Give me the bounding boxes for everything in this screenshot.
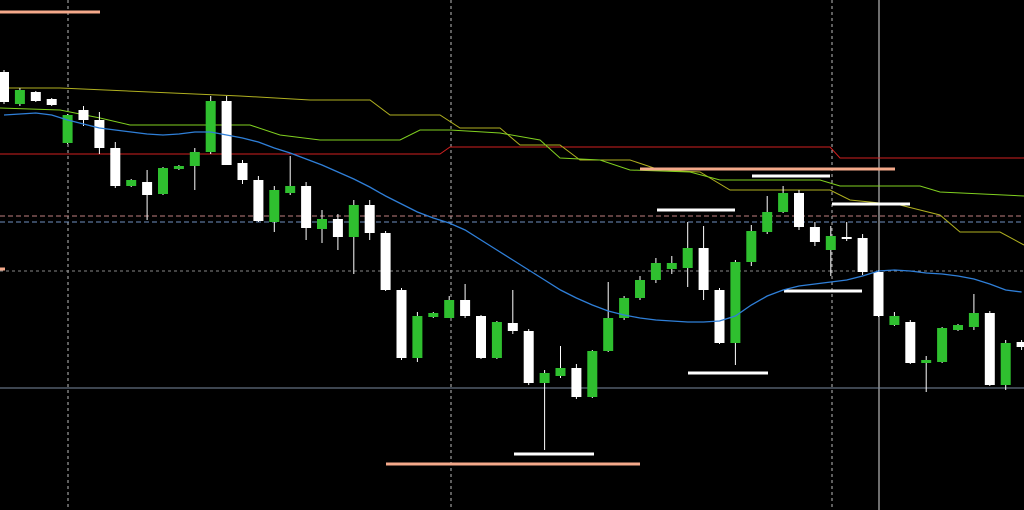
candle-body <box>809 227 820 242</box>
candle-body <box>921 360 932 363</box>
moving-average <box>3 112 1022 323</box>
candle-body <box>285 186 296 193</box>
candle-body <box>94 120 105 148</box>
candle-body <box>0 72 9 102</box>
candle-body <box>444 300 455 318</box>
candle-body <box>968 313 979 327</box>
indicator-line <box>0 146 1024 159</box>
candle-body <box>189 152 200 166</box>
candle-body <box>603 318 614 351</box>
candle-body <box>476 316 486 358</box>
candle-body <box>555 368 566 376</box>
candle-body <box>889 316 900 325</box>
candle-body <box>221 101 232 165</box>
candle-body <box>873 272 884 316</box>
candle-body <box>746 231 757 262</box>
candle-body <box>857 238 868 272</box>
candle-body <box>62 115 73 143</box>
candle-body <box>348 205 359 237</box>
candle-body <box>269 190 280 222</box>
candle-body <box>110 148 121 186</box>
candle-body <box>142 182 153 195</box>
candle-body <box>682 248 693 268</box>
candle-body <box>412 316 423 358</box>
candle-body <box>380 233 391 290</box>
candle-body <box>714 290 725 343</box>
candle-body <box>253 180 264 221</box>
candle-body <box>30 92 41 101</box>
indicator-line <box>0 107 1024 197</box>
candle-body <box>317 219 327 229</box>
candle-body <box>762 212 773 232</box>
candle-body <box>237 163 248 180</box>
indicator-line <box>0 87 1024 246</box>
candle-body <box>571 368 582 397</box>
candle-body <box>1016 342 1024 347</box>
candle-body <box>1000 343 1011 385</box>
candle-body <box>666 263 677 269</box>
candle-body <box>698 248 709 290</box>
candle-body <box>937 328 948 362</box>
candle-body <box>301 186 312 228</box>
candle-body <box>905 322 916 363</box>
candle-body <box>126 180 137 186</box>
candle-body <box>428 313 439 317</box>
candle-body <box>619 298 630 318</box>
candle-body <box>46 99 57 105</box>
candle-body <box>523 331 534 383</box>
candle-body <box>364 205 375 233</box>
candle-body <box>173 166 184 169</box>
candle-body <box>14 90 25 104</box>
candle-body <box>825 236 836 250</box>
candle-body <box>332 219 343 237</box>
candle-body <box>953 325 963 330</box>
candle-body <box>841 237 852 239</box>
candle-body <box>78 110 89 120</box>
candle-body <box>650 263 661 280</box>
candle-body <box>984 313 995 385</box>
candle-body <box>158 168 168 194</box>
candle-body <box>460 300 471 316</box>
candle-body <box>794 193 804 227</box>
candle-body <box>491 322 502 358</box>
candle-body <box>396 290 407 358</box>
candle-body <box>507 323 518 331</box>
candle-body <box>730 262 741 343</box>
candle-body <box>539 373 550 383</box>
candle-body <box>778 193 789 212</box>
candle-body <box>635 280 645 298</box>
candle-body <box>205 101 216 152</box>
candle-body <box>587 351 598 397</box>
